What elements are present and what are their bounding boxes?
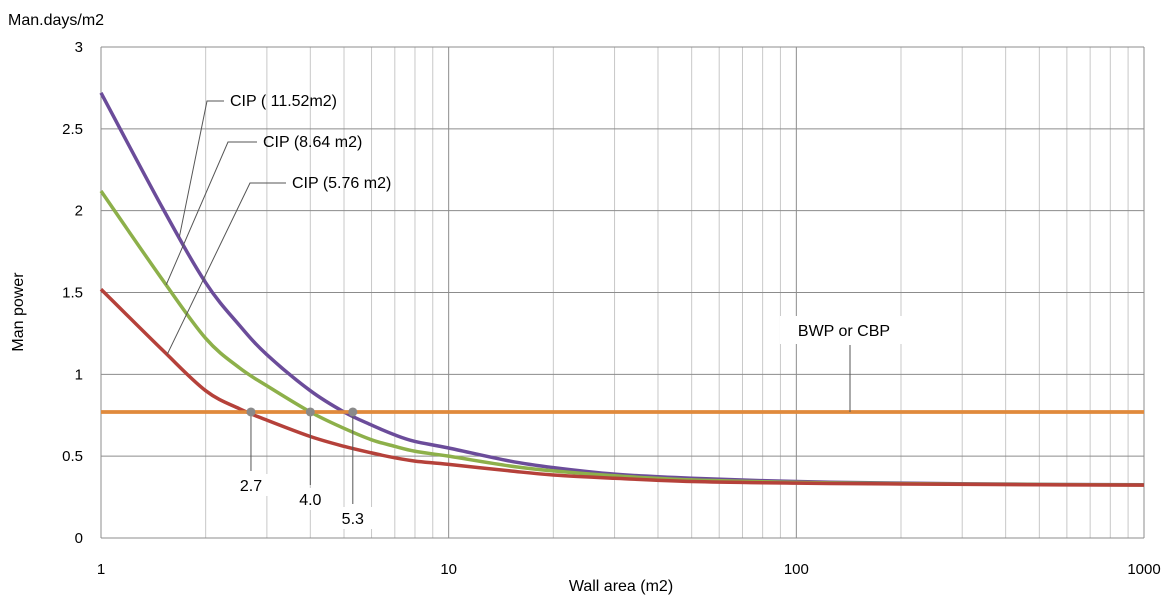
tick-labels: 1 10 100 1000 0 0.5 1 1.5 2 2.5 3 <box>62 39 1161 578</box>
x-axis-title: Wall area (m2) <box>569 578 673 595</box>
intersection-marker <box>246 407 256 417</box>
label-background <box>230 474 271 496</box>
y-tick-label: 0 <box>75 530 83 547</box>
label-background <box>332 507 373 529</box>
callout-leader <box>166 182 286 355</box>
labels: CIP ( 11.52m2) CIP (8.64 m2) CIP (5.76 m2)… <box>230 93 908 529</box>
series-label: CIP (8.64 m2) <box>263 134 362 151</box>
x-tick-label: 100 <box>784 561 809 578</box>
series-layer <box>99 92 1145 487</box>
y-unit-label: Man.days/m2 <box>8 12 104 29</box>
intersection-label: 4.0 <box>299 492 321 509</box>
y-tick-label: 1.5 <box>62 285 83 302</box>
series-label: BWP or CBP <box>798 323 890 340</box>
intersection-label: 2.7 <box>240 478 262 495</box>
series-label: CIP ( 11.52m2) <box>230 93 337 110</box>
label-background <box>780 316 908 344</box>
x-tick-label: 1000 <box>1127 561 1160 578</box>
y-tick-label: 2 <box>75 203 83 220</box>
intersection-marker <box>348 407 358 417</box>
y-tick-label: 0.5 <box>62 448 83 465</box>
intersection-label: 5.3 <box>342 511 364 528</box>
label-background <box>290 488 331 510</box>
intersection-marker <box>305 407 315 417</box>
series-line <box>99 190 1145 487</box>
x-tick-label: 10 <box>440 561 457 578</box>
callout-leader <box>178 100 224 238</box>
y-tick-label: 3 <box>75 39 83 56</box>
callout-leader <box>165 141 257 285</box>
series-line <box>99 92 1145 487</box>
series-label: CIP (5.76 m2) <box>292 175 391 192</box>
y-axis-title: Man power <box>10 272 27 352</box>
y-tick-label: 1 <box>75 366 83 383</box>
grid <box>100 46 1145 539</box>
leader-lines <box>165 100 851 504</box>
series-line <box>99 287 1145 487</box>
x-tick-label: 1 <box>97 561 105 578</box>
y-tick-label: 2.5 <box>62 121 83 138</box>
